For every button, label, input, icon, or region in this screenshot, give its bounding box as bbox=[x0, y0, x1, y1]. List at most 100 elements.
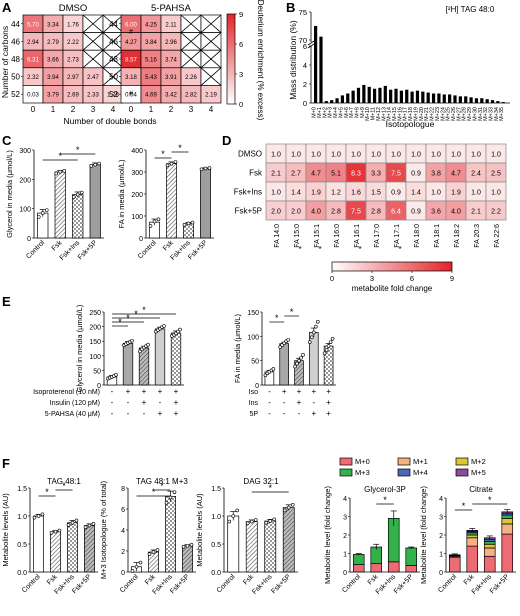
colorbar-tick-label: 3 bbox=[239, 70, 243, 79]
y-axis-label: M+3 Isotopologue (% of total) bbox=[99, 480, 108, 579]
treatment-sign: + bbox=[311, 387, 316, 396]
heatmap-value: 3.91 bbox=[165, 75, 177, 81]
colorbar-tick-label: 6 bbox=[410, 274, 414, 283]
y-tick-label: 2 bbox=[121, 549, 125, 556]
bar bbox=[485, 99, 489, 103]
stack-segment bbox=[466, 537, 479, 547]
heatmap-col-mark: * bbox=[358, 245, 361, 254]
x-axis-label: Isotopologue bbox=[386, 119, 435, 129]
y-tick-label: 2 bbox=[343, 533, 347, 540]
panel-label-c: C bbox=[2, 133, 12, 148]
sig-star: * bbox=[178, 143, 182, 153]
y-tick-label: 0.5 bbox=[211, 542, 221, 549]
data-point bbox=[182, 223, 187, 227]
y-tick-label: 200 bbox=[131, 192, 143, 199]
heatmap-ylabel: Number of carbons bbox=[0, 26, 10, 98]
heatmap-value: 1.0 bbox=[291, 152, 301, 159]
heatmap-value: 6.4 bbox=[391, 209, 401, 216]
y-tick-label: 4 bbox=[303, 61, 307, 70]
x-tick-label: M+5 bbox=[338, 107, 344, 118]
heatmap-col-label: FA 15:1 bbox=[314, 224, 321, 248]
colorbar-tick-label: 3 bbox=[370, 274, 374, 283]
data-point bbox=[54, 171, 59, 176]
heatmap-row-tick: 52 bbox=[11, 90, 20, 99]
data-point bbox=[190, 220, 195, 225]
y-tick-label: 3 bbox=[343, 515, 347, 522]
heatmap-value: 6.00 bbox=[125, 22, 137, 28]
bar bbox=[496, 101, 500, 103]
x-tick-label: Fsk+5P bbox=[270, 573, 292, 595]
cross-line bbox=[102, 14, 124, 33]
bar bbox=[464, 96, 468, 103]
data-point bbox=[44, 208, 49, 212]
heatmap-value: 1.4 bbox=[291, 190, 301, 197]
data-point bbox=[330, 336, 335, 341]
heatmap-value: 1.6 bbox=[351, 190, 361, 197]
stack-segment bbox=[483, 541, 496, 545]
x-tick-label: M+22 bbox=[430, 107, 436, 121]
sig-star: * bbox=[45, 487, 49, 497]
stack-segment bbox=[501, 517, 514, 525]
y-axis-label: Mass distribution (%) bbox=[288, 20, 298, 100]
data-point bbox=[40, 512, 45, 517]
bar bbox=[469, 97, 473, 103]
treatment-sign: - bbox=[283, 398, 286, 407]
bar bbox=[453, 95, 457, 103]
heatmap-col-tick: 0 bbox=[129, 105, 134, 114]
heatmap-value: 4.25 bbox=[145, 22, 157, 28]
heatmap-value: 3.94 bbox=[47, 75, 59, 81]
treatment-sign: - bbox=[159, 398, 162, 407]
bar bbox=[330, 100, 334, 103]
heatmap-row-label: DMSO bbox=[238, 150, 262, 159]
data-point bbox=[264, 520, 269, 525]
panel-label-d: D bbox=[222, 133, 232, 148]
heatmap-col-label: FA 22:6 bbox=[494, 224, 501, 248]
x-tick-label: Fsk+5P bbox=[187, 239, 209, 261]
heatmap-col-label: FA 20:3 bbox=[474, 224, 481, 248]
heatmap-value: 7.5 bbox=[391, 171, 401, 178]
y-tick-label: 50 bbox=[93, 368, 101, 375]
bar bbox=[138, 347, 150, 386]
heatmap-value: 8.57 bbox=[125, 58, 137, 64]
x-tick-label: M+11 bbox=[371, 107, 377, 121]
heatmap-value: 1.2 bbox=[331, 190, 341, 197]
treatment-sign: + bbox=[158, 409, 163, 418]
heatmap-value: 2.4 bbox=[471, 171, 481, 178]
treatment-sign: + bbox=[174, 387, 179, 396]
heatmap-value: 2.96 bbox=[165, 40, 177, 46]
bar bbox=[410, 91, 414, 103]
data-point bbox=[89, 164, 94, 168]
data-point bbox=[36, 215, 41, 219]
treatment-sign: + bbox=[174, 398, 179, 407]
x-tick-label: M+2 bbox=[322, 107, 328, 118]
stack-segment bbox=[387, 561, 400, 573]
x-tick-label: M+33 bbox=[489, 107, 495, 121]
data-point bbox=[53, 529, 58, 534]
y-tick-label: 0 bbox=[303, 99, 307, 108]
y-tick-label: 8 bbox=[121, 486, 125, 493]
y-tick-label: 0 bbox=[255, 383, 259, 390]
heatmap-value: 1.0 bbox=[471, 190, 481, 197]
heatmap-value: 0.9 bbox=[411, 171, 421, 178]
data-point bbox=[134, 564, 139, 569]
bar bbox=[166, 163, 177, 239]
bar bbox=[346, 93, 350, 103]
x-tick-label: M+12 bbox=[376, 107, 382, 121]
bar bbox=[399, 90, 403, 103]
heatmap-col-tick: 3 bbox=[189, 105, 194, 114]
data-point bbox=[189, 542, 194, 547]
heatmap-col-tick: 3 bbox=[91, 105, 96, 114]
x-tick-label: M+27 bbox=[456, 107, 462, 121]
y-tick-label: 1.0 bbox=[17, 514, 27, 521]
x-tick-label: Fsk+5P bbox=[71, 573, 93, 595]
heatmap-col-mark: * bbox=[298, 245, 301, 254]
heatmap-row-tick: 50 bbox=[109, 73, 118, 82]
y-tick-label: 4 bbox=[439, 496, 443, 503]
data-point bbox=[87, 523, 92, 528]
cross-line bbox=[200, 67, 222, 86]
data-point bbox=[130, 338, 134, 343]
cross-line bbox=[82, 32, 104, 51]
bar bbox=[437, 93, 441, 103]
data-point bbox=[186, 221, 191, 226]
heatmap-value: 6.31 bbox=[27, 58, 39, 64]
